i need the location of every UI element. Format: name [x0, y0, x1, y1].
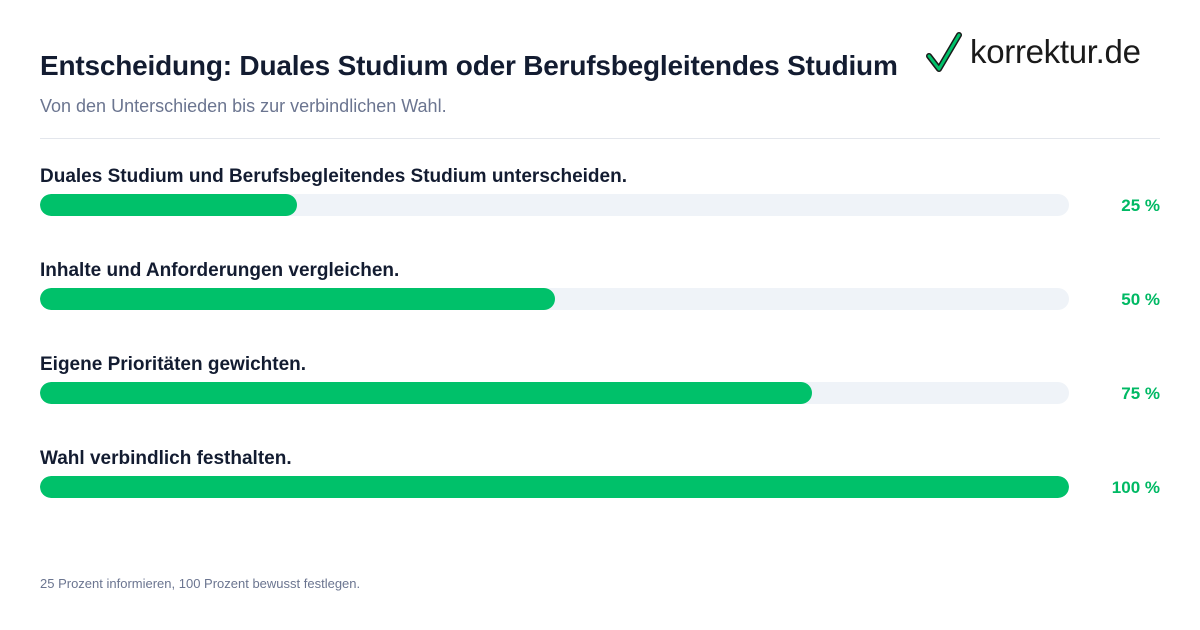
checkmark-icon [926, 32, 962, 72]
progress-row: Duales Studium und Berufsbegleitendes St… [40, 164, 1160, 258]
progress-track [40, 194, 1069, 216]
footnote: 25 Prozent informieren, 100 Prozent bewu… [40, 576, 361, 591]
header-divider [40, 138, 1160, 139]
progress-label: Eigene Prioritäten gewichten. [40, 354, 307, 375]
progress-percent: 75 % [1121, 384, 1160, 403]
progress-label: Duales Studium und Berufsbegleitendes St… [40, 166, 627, 187]
brand-logo[interactable]: korrektur.de [926, 30, 1141, 74]
progress-bar [40, 382, 812, 404]
progress-percent: 100 % [1111, 478, 1160, 497]
progress-percent: 25 % [1121, 196, 1160, 215]
progress-track [40, 288, 1069, 310]
progress-row: Wahl verbindlich festhalten. 100 % [40, 446, 1160, 540]
progress-bar [40, 476, 1069, 498]
progress-chart: Duales Studium und Berufsbegleitendes St… [40, 164, 1160, 540]
progress-bar [40, 288, 555, 310]
progress-track [40, 476, 1069, 498]
progress-track [40, 382, 1069, 404]
progress-bar [40, 194, 298, 216]
page-title: Entscheidung: Duales Studium oder Berufs… [40, 50, 898, 81]
progress-label: Inhalte und Anforderungen vergleichen. [40, 260, 400, 281]
progress-label: Wahl verbindlich festhalten. [40, 448, 292, 469]
page-subtitle: Von den Unterschieden bis zur verbindlic… [40, 96, 447, 116]
progress-row: Eigene Prioritäten gewichten. 75 % [40, 352, 1160, 446]
progress-row: Inhalte und Anforderungen vergleichen. 50… [40, 258, 1160, 352]
logo-text: korrektur.de [970, 33, 1141, 70]
progress-percent: 50 % [1121, 290, 1160, 309]
